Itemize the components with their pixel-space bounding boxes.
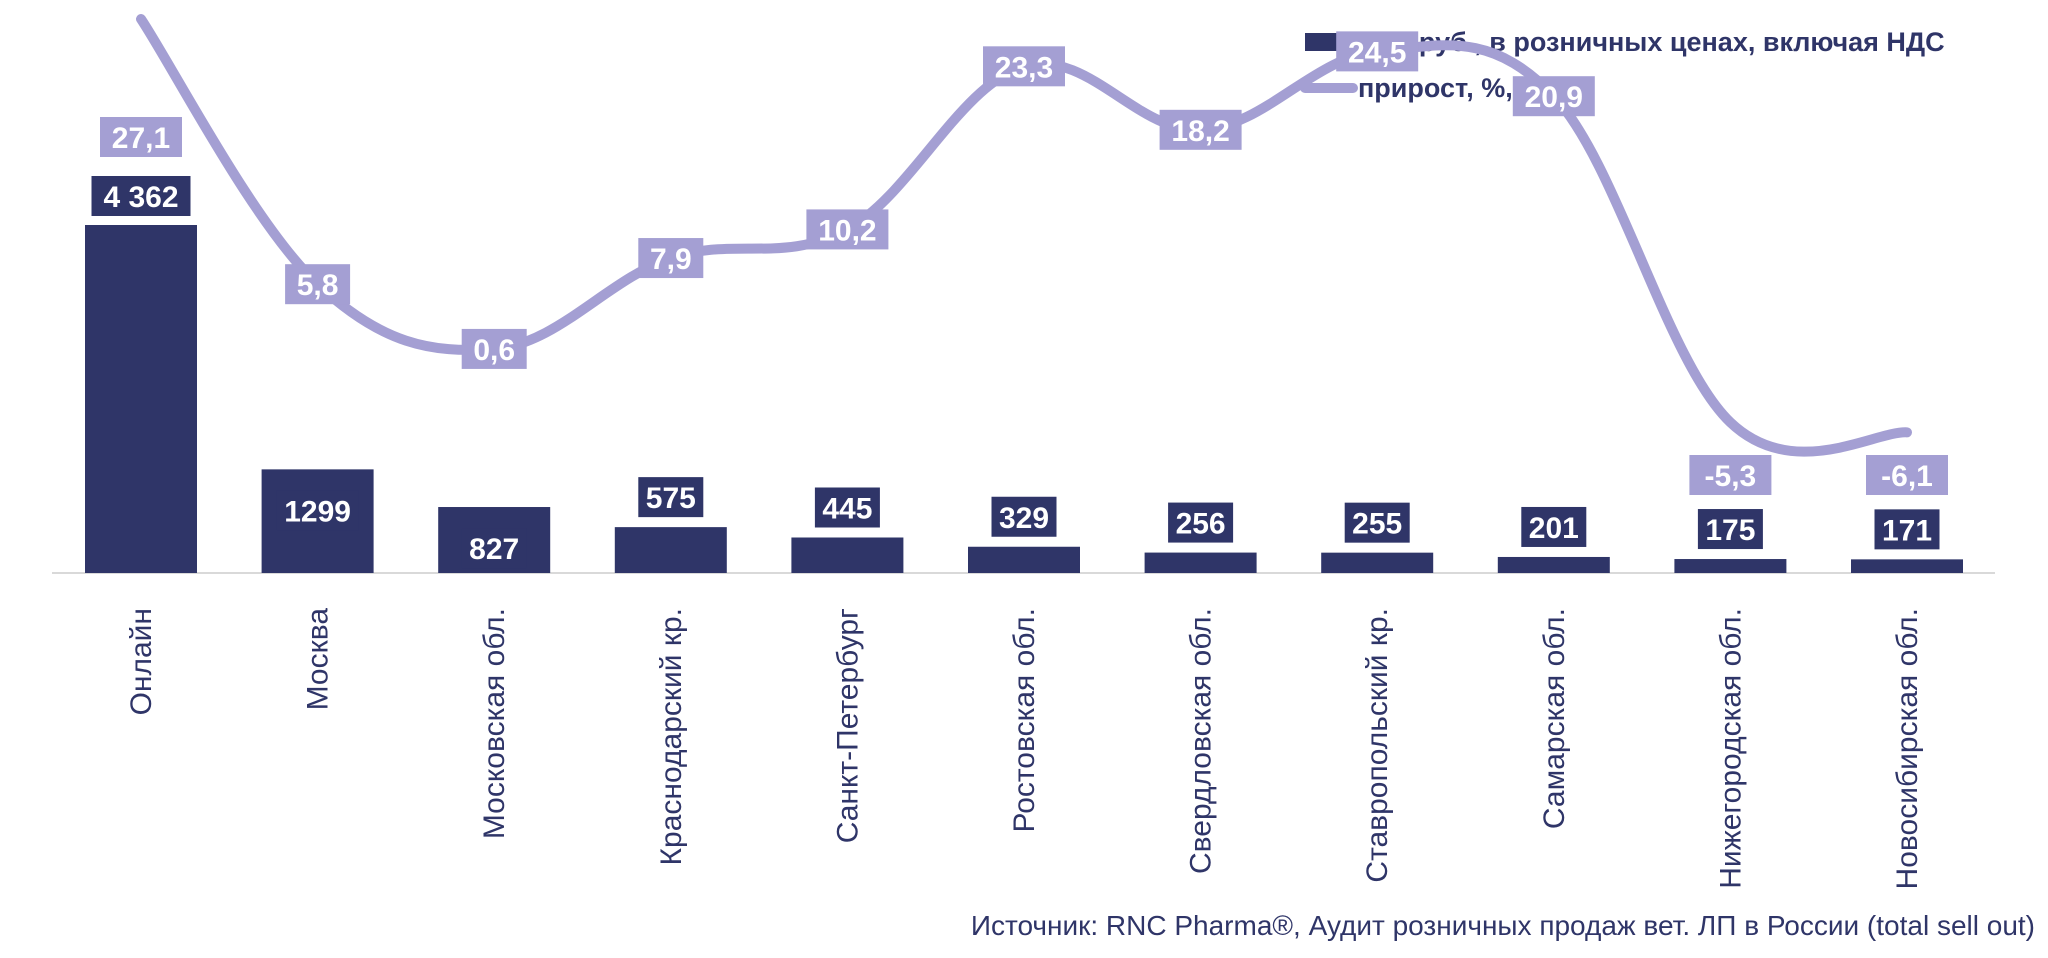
- bar: [85, 225, 197, 573]
- bar: [1674, 559, 1787, 573]
- bar-value-label: 575: [638, 477, 704, 518]
- growth-value-label: 23,3: [983, 46, 1065, 87]
- growth-labels: 27,1 5,8 0,6 7,9 10,2 23,3 18,2 24,5 20,9 -5,3 -6,…: [100, 31, 1948, 495]
- growth-value-label-text: 18,2: [1171, 115, 1229, 148]
- bar-value-label-text: 827: [469, 533, 519, 566]
- growth-value-label-text: -5,3: [1705, 460, 1757, 493]
- bar-value-label: 4 362: [91, 176, 191, 216]
- category-label: Нижегородская обл.: [1714, 608, 1747, 889]
- bar-value-label-box: [1874, 509, 1940, 550]
- bar-value-label: 329: [991, 496, 1057, 537]
- bar-value-label-text: 1299: [284, 495, 351, 528]
- growth-value-label: 5,8: [285, 264, 351, 305]
- growth-value-label-box: [100, 117, 182, 157]
- bar-value-label-text: 175: [1705, 514, 1755, 547]
- bar-value-label-box: [1344, 502, 1410, 543]
- category-label: Самарская обл.: [1538, 608, 1571, 829]
- bar-value-label-text: 4 362: [103, 181, 178, 214]
- growth-value-label-text: 5,8: [297, 269, 339, 302]
- bar: [1497, 556, 1610, 573]
- growth-value-label-box: [285, 264, 351, 305]
- growth-value-label-text: 7,9: [650, 243, 692, 276]
- category-label: Москва: [302, 608, 335, 711]
- growth-value-label: 20,9: [1512, 76, 1595, 117]
- growth-value-label-box: [461, 328, 527, 369]
- bar: [1321, 552, 1434, 573]
- bar-value-label-box: [276, 490, 359, 531]
- bar-value-label: 445: [814, 487, 880, 528]
- bar-value-label-box: [814, 487, 880, 528]
- growth-value-label: 10,2: [806, 209, 889, 250]
- bar-value-label-text: 575: [646, 482, 696, 515]
- bar-value-label-text: 256: [1176, 508, 1226, 541]
- bar-value-label-text: 445: [822, 492, 872, 525]
- bar: [614, 527, 727, 573]
- bar-value-label: 171: [1874, 509, 1940, 550]
- bar-value-label-text: 329: [999, 502, 1049, 535]
- growth-value-label-box: [806, 209, 889, 250]
- growth-value-label-text: 27,1: [112, 122, 170, 155]
- category-label: Ростовская обл.: [1008, 608, 1041, 832]
- growth-value-label-text: 24,5: [1348, 36, 1406, 69]
- growth-value-label-text: -6,1: [1881, 460, 1933, 493]
- bar-value-label-box: [991, 496, 1057, 537]
- category-label: Санкт-Петербург: [831, 608, 864, 843]
- category-label: Краснодарский кр.: [655, 608, 688, 865]
- bar-value-label-box: [1697, 509, 1763, 550]
- data-labels: 4 362 1299 827 575 445 329 256 255 201 175 171 27,1…: [91, 31, 1948, 569]
- growth-value-label-box: [983, 46, 1065, 87]
- category-labels: Онлайн Москва Московская обл. Краснодарский…: [125, 608, 1924, 890]
- bar-value-label: 827: [461, 528, 527, 569]
- growth-value-label-text: 0,6: [473, 334, 515, 367]
- category-label: Ставропольский кр.: [1361, 608, 1394, 883]
- source-note: Источник: RNC Pharma®, Аудит розничных п…: [971, 910, 2035, 941]
- bar-value-label-box: [1168, 502, 1234, 543]
- bar-value-label: 175: [1697, 509, 1763, 550]
- bar-value-label: 256: [1168, 502, 1234, 543]
- bar: [968, 546, 1080, 573]
- bar-value-label-text: 171: [1882, 514, 1932, 547]
- growth-value-label-box: [638, 238, 704, 279]
- bar-value-label-box: [461, 528, 527, 569]
- growth-value-label-box: [1512, 76, 1595, 117]
- bar: [1144, 552, 1257, 573]
- category-label: Новосибирская обл.: [1891, 608, 1924, 889]
- growth-value-label: 7,9: [638, 238, 704, 279]
- bar-value-label-box: [1521, 506, 1587, 547]
- bar-value-label-box: [638, 477, 704, 518]
- bar-value-label-text: 255: [1352, 508, 1402, 541]
- growth-value-label-text: 23,3: [995, 51, 1053, 84]
- growth-value-label: 18,2: [1159, 109, 1242, 150]
- bar: [791, 537, 904, 573]
- growth-value-label: 27,1: [100, 117, 182, 157]
- category-label: Московская обл.: [478, 608, 511, 839]
- bar-value-label: 1299: [276, 490, 359, 531]
- category-label: Свердловская обл.: [1185, 608, 1218, 874]
- bar: [1851, 559, 1963, 573]
- growth-value-label: -5,3: [1689, 455, 1772, 495]
- growth-value-label-text: 20,9: [1525, 81, 1583, 114]
- growth-value-label-box: [1866, 455, 1948, 495]
- growth-value-label-text: 10,2: [818, 214, 876, 247]
- growth-value-label-box: [1159, 109, 1242, 150]
- growth-value-label: 24,5: [1336, 31, 1419, 72]
- growth-value-label-box: [1689, 455, 1772, 495]
- bar-value-label: 201: [1521, 506, 1587, 547]
- growth-value-label-box: [1336, 31, 1419, 72]
- growth-value-label: 0,6: [461, 328, 527, 369]
- bar-value-label: 255: [1344, 502, 1410, 543]
- bar-value-label-text: 201: [1529, 512, 1579, 545]
- growth-value-label: -6,1: [1866, 455, 1948, 495]
- category-label: Онлайн: [125, 608, 158, 715]
- bar-value-label-box: [91, 176, 191, 216]
